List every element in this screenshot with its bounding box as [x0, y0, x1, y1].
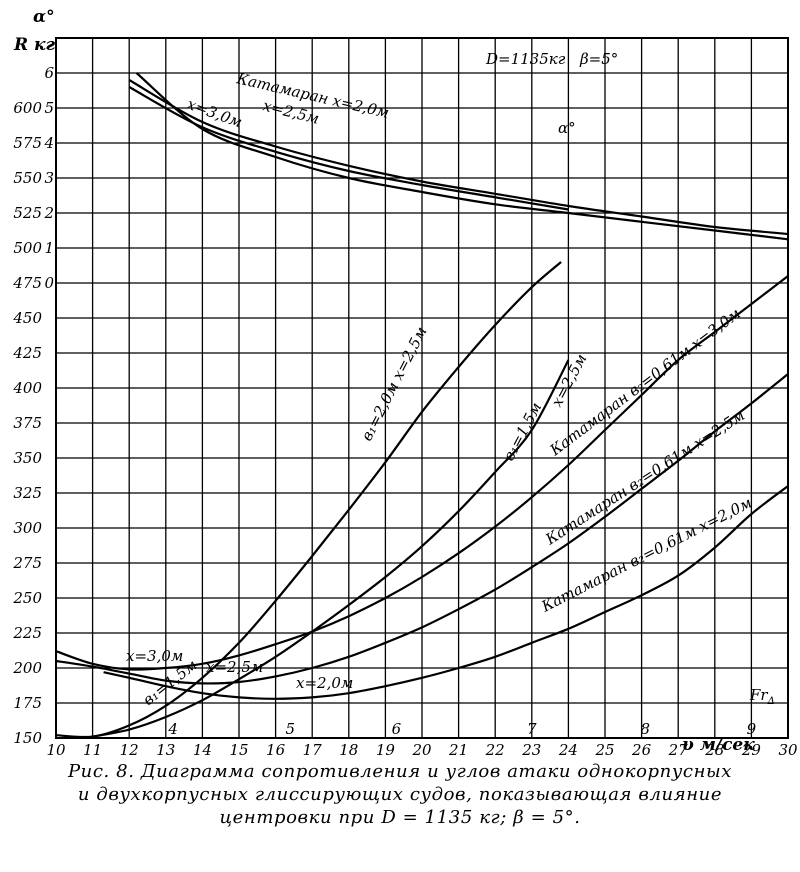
- x-axis-title: υ м/сек: [682, 735, 755, 755]
- y-tick-label: 575: [13, 134, 42, 152]
- label-b1-15: в₁=1,5м: [500, 399, 546, 464]
- x-tick-label: 11: [83, 741, 102, 759]
- x-tick-label: 15: [229, 741, 248, 759]
- plot-frame: [55, 37, 789, 739]
- alpha-tick-label: 6: [44, 64, 54, 82]
- x-tick-label: 18: [339, 741, 358, 759]
- x-tick-label: 19: [376, 741, 396, 759]
- fr-tick-label: 4: [167, 720, 178, 738]
- x-tick-label: 30: [778, 741, 798, 759]
- x-tick-label: 24: [558, 741, 578, 759]
- alpha-tick-label: 1: [44, 239, 54, 257]
- series-line-6: [55, 275, 789, 671]
- x-tick-label: 28: [704, 741, 724, 759]
- y-tick-label: 150: [13, 729, 42, 747]
- caption-line-3: центровки при D = 1135 кг; β = 5°.: [219, 807, 581, 828]
- alpha-tick-label: 2: [43, 204, 54, 222]
- label-low-20: x=2,0м: [296, 674, 353, 692]
- fr-tick-label: 5: [285, 720, 295, 738]
- series-line-4: [55, 261, 562, 739]
- alpha-tick-label: 4: [43, 134, 54, 152]
- x-tick-label: 13: [156, 741, 175, 759]
- x-tick-label: 29: [741, 741, 762, 759]
- alpha-tick-label: 3: [44, 169, 54, 187]
- fr-tick-label: 7: [527, 720, 537, 738]
- x-tick-label: 23: [521, 741, 541, 759]
- series-line-7: [55, 373, 789, 685]
- label-low-25: x=2,5м: [206, 658, 263, 676]
- y-tick-label: 250: [12, 589, 42, 607]
- frame-border: [55, 37, 789, 739]
- series-line-2: [128, 86, 569, 211]
- fr-axis-title: FrΔ: [749, 686, 775, 707]
- x-tick-label: 10: [46, 741, 66, 759]
- y-tick-label: 450: [12, 309, 42, 327]
- y-tick-label: 350: [13, 449, 42, 467]
- x-tick-label: 17: [303, 741, 323, 759]
- y-tick-label: 275: [12, 554, 42, 572]
- y-tick-label: 600: [13, 99, 42, 117]
- series-line-5: [92, 359, 570, 738]
- y-tick-label: 325: [13, 484, 42, 502]
- y-tick-label: 525: [13, 204, 42, 222]
- y-tick-label: 400: [12, 379, 42, 397]
- y-tick-label: 300: [13, 519, 42, 537]
- fr-tick-label: 8: [640, 720, 650, 738]
- tick-labels: 1501752002252502753003253503754004254504…: [12, 64, 798, 759]
- label-low-30: x=3,0м: [126, 647, 183, 665]
- x-tick-label: 25: [594, 741, 614, 759]
- x-tick-label: 14: [193, 741, 212, 759]
- y-tick-label: 475: [12, 274, 42, 292]
- y-tick-label: 175: [13, 694, 42, 712]
- x-tick-label: 26: [631, 741, 652, 759]
- series-group: [55, 72, 789, 739]
- x-tick-label: 27: [668, 741, 689, 759]
- label-b1-20: в₁=2,0м x=2,5м: [358, 324, 431, 444]
- y-tick-label: 225: [12, 624, 42, 642]
- alpha-curve-label: α°: [558, 119, 576, 137]
- label-alpha-30: x=3,0м: [185, 95, 245, 132]
- x-tick-label: 12: [120, 741, 139, 759]
- x-tick-label: 20: [411, 741, 432, 759]
- caption-line-2: и двухкорпусных глиссирующих судов, пока…: [77, 784, 723, 805]
- alpha-tick-label: 5: [44, 99, 54, 117]
- figure-caption: Рис. 8. Диаграмма сопротивления и углов …: [8, 760, 792, 829]
- alpha-tick-label: 0: [44, 274, 54, 292]
- x-tick-label: 21: [448, 741, 468, 759]
- y-axis-title: R кг: [13, 35, 56, 55]
- series-line-3: [135, 72, 789, 241]
- note-beta: β=5°: [579, 50, 618, 68]
- series-line-1: [128, 79, 789, 236]
- x-tick-label: 22: [485, 741, 505, 759]
- caption-line-1: Рис. 8. Диаграмма сопротивления и углов …: [67, 761, 733, 782]
- note-displacement: D=1135кг: [485, 50, 566, 68]
- fr-tick-label: 9: [747, 720, 757, 738]
- y-tick-label: 425: [12, 344, 42, 362]
- alpha-axis-title: α°: [33, 7, 55, 27]
- fr-tick-label: 6: [392, 720, 402, 738]
- y-tick-label: 550: [13, 169, 42, 187]
- series-line-8: [103, 485, 789, 700]
- y-tick-label: 500: [13, 239, 42, 257]
- y-tick-label: 200: [12, 659, 42, 677]
- y-tick-label: 375: [13, 414, 42, 432]
- x-tick-label: 16: [266, 741, 286, 759]
- grid: [55, 37, 789, 739]
